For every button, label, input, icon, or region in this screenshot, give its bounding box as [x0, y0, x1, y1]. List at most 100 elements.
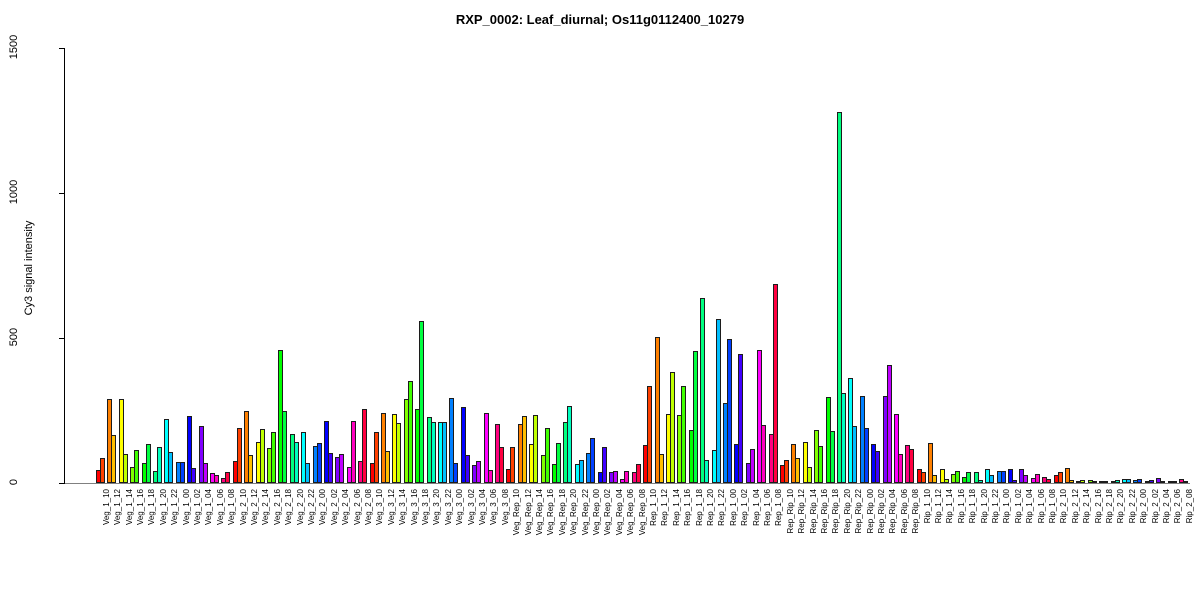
bar-Rip_2_12b — [1069, 479, 1074, 483]
bar-Veg_2_00b — [316, 442, 322, 483]
bar-Rep_Rip_20a — [837, 111, 842, 483]
bar-Rip_1_18b — [966, 471, 972, 483]
y-tick-label: 1000 — [8, 179, 20, 205]
bar-Veg_Rep_20b — [567, 406, 573, 483]
x-tick-label: Veg_3_22 — [443, 489, 453, 526]
bar-Veg_2_06b — [350, 420, 356, 483]
x-tick-label: Veg_2_02 — [329, 489, 339, 526]
x-tick-label: Rip_1_22 — [990, 489, 1000, 524]
x-tick-label: Rep_Rip_00 — [865, 489, 875, 534]
y-axis-line — [64, 48, 65, 484]
x-tick-label: Veg_Rep_10 — [512, 489, 522, 536]
x-tick-label: Rep_1_02 — [740, 489, 750, 526]
bar-Veg_2_22a — [301, 432, 307, 483]
x-tick-label: Rip_2_06 — [1173, 489, 1183, 524]
bar-Veg_3_00b — [453, 462, 459, 483]
x-tick-label: Veg_1_02 — [192, 489, 202, 526]
x-tick-label: Rip_2_04 — [1161, 489, 1171, 524]
bar-Rep_Rip_14a — [802, 442, 808, 483]
bar-Rip_1_14a — [939, 469, 945, 483]
bar-Veg_Rep_18b — [556, 442, 561, 483]
bar-Rep_Rip_12b — [795, 457, 801, 483]
x-tick-label: Rip_1_18 — [968, 489, 978, 524]
x-tick-label: Rep_1_14 — [671, 489, 681, 526]
y-tick-mark — [59, 48, 65, 49]
bar-Veg_1_00b — [179, 462, 185, 483]
x-tick-label: Veg_1_10 — [101, 489, 111, 526]
x-tick-label: Rep_Rip_14 — [808, 489, 818, 534]
bar-Rip_1_16b — [955, 471, 960, 483]
x-tick-label: Veg_1_12 — [113, 489, 123, 526]
x-tick-label: Rep_Rip_06 — [899, 489, 909, 534]
x-tick-label: Veg_Rep_06 — [626, 489, 636, 536]
bar-Rip_2_02b — [1148, 479, 1154, 483]
y-tick-mark — [59, 338, 65, 339]
bar-Veg_Rep_14b — [533, 415, 539, 483]
bar-Veg_3_02a — [460, 406, 466, 483]
bar-Rip_2_04b — [1160, 480, 1166, 483]
bar-Rip_2_12a — [1065, 467, 1070, 483]
bar-Veg_2_22b — [305, 462, 311, 483]
x-tick-label: Veg_Rep_18 — [557, 489, 567, 536]
bar-Veg_2_10b — [236, 427, 242, 483]
x-tick-label: Veg_1_04 — [204, 489, 214, 526]
x-tick-label: Rip_2_10 — [1059, 489, 1069, 524]
bar-Rep_Rip_06b — [898, 453, 903, 483]
x-tick-label: Rep_Rip_04 — [888, 489, 898, 534]
bar-Veg_2_16b — [271, 432, 276, 483]
x-tick-label: Rep_1_18 — [694, 489, 704, 526]
bar-Veg_3_16b — [407, 380, 413, 483]
x-tick-label: Veg_1_16 — [135, 489, 145, 526]
bar-Rip_1_14b — [943, 478, 949, 483]
x-tick-label: Veg_3_10 — [375, 489, 385, 526]
x-tick-label: Veg_3_16 — [409, 489, 419, 526]
bar-Veg_1_12b — [111, 435, 117, 483]
bar-Veg_Rep_12b — [521, 416, 527, 483]
x-tick-label: Rip_2_08 — [1184, 489, 1194, 524]
bar-Veg_1_22b — [168, 451, 174, 483]
bar-Rep_Rip_04b — [886, 365, 892, 483]
x-tick-label: Veg_2_12 — [249, 489, 259, 526]
bar-Rep_1_14b — [670, 371, 675, 483]
x-tick-label: Rip_1_14 — [945, 489, 955, 524]
bar-Veg_3_18b — [419, 320, 425, 483]
bar-Rip_1_08b — [1046, 478, 1052, 483]
x-tick-label: Rep_1_16 — [683, 489, 693, 526]
x-tick-label: Rep_1_08 — [774, 489, 784, 526]
x-tick-label: Rip_1_00 — [1002, 489, 1012, 524]
bar-Rep_1_20b — [704, 460, 710, 483]
bar-Veg_1_20b — [157, 446, 162, 483]
bar-Rip_1_12a — [928, 442, 934, 483]
bar-Rip_1_06b — [1034, 473, 1040, 483]
bar-Rep_Rip_10b — [784, 460, 789, 483]
x-tick-label: Veg_Rep_16 — [546, 489, 556, 536]
bar-Veg_3_00a — [449, 398, 455, 483]
bar-Veg_3_02b — [464, 454, 470, 483]
y-tick-mark — [59, 193, 65, 194]
bar-Rip_1_22b — [989, 474, 995, 483]
bar-Rep_1_20a — [700, 297, 706, 483]
bar-Rep_Rip_02b — [875, 451, 881, 483]
x-tick-label: Rep_1_04 — [751, 489, 761, 526]
x-tick-label: Rip_1_10 — [922, 489, 932, 524]
x-tick-label: Veg_2_00 — [318, 489, 328, 526]
x-tick-label: Rep_1_00 — [728, 489, 738, 526]
bar-Veg_1_06b — [214, 474, 219, 483]
bar-Rip_1_20a — [973, 471, 979, 483]
bar-Veg_1_02a — [187, 416, 193, 483]
x-tick-label: Rip_2_02 — [1150, 489, 1160, 524]
bar-Rip_2_06b — [1171, 480, 1177, 483]
x-tick-label: Rip_1_06 — [1036, 489, 1046, 524]
x-tick-label: Rip_2_20 — [1116, 489, 1126, 524]
x-tick-label: Veg_2_18 — [284, 489, 294, 526]
chart-title: RXP_0002: Leaf_diurnal; Os11g0112400_102… — [455, 12, 745, 27]
x-tick-label: Veg_3_00 — [455, 489, 465, 526]
x-tick-label: Veg_1_18 — [147, 489, 157, 526]
bar-Rip_2_20b — [1114, 480, 1120, 483]
x-tick-label: Rip_2_00 — [1139, 489, 1149, 524]
x-tick-label: Rep_Rip_10 — [785, 489, 795, 534]
bar-Rep_Rip_08b — [909, 448, 915, 483]
bar-Rip_1_20b — [977, 479, 983, 483]
bar-Rep_Rip_06a — [894, 413, 899, 483]
